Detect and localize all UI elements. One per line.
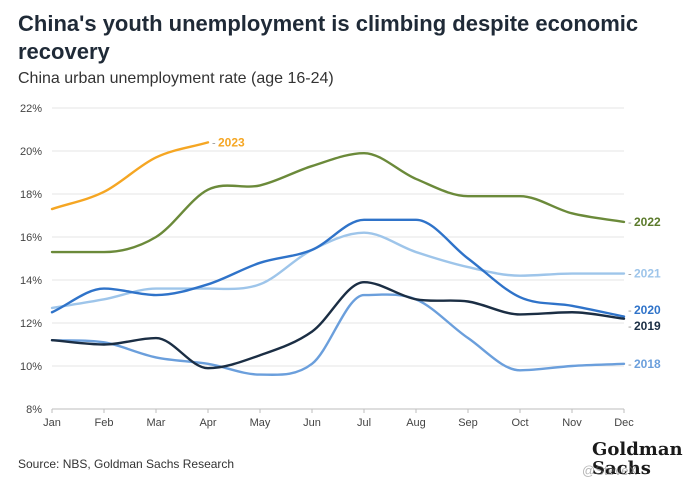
y-tick-label: 22% [20, 103, 42, 115]
x-tick-label: Jan [43, 417, 61, 429]
chart-subtitle: China urban unemployment rate (age 16-24… [18, 70, 334, 87]
series-label-2018: 2018 [634, 357, 661, 371]
x-tick-label: Apr [199, 417, 216, 429]
series-line-2020 [50, 218, 626, 318]
y-tick-label: 18% [20, 189, 42, 201]
x-tick-label: Nov [562, 417, 582, 429]
x-tick-label: Jun [303, 417, 321, 429]
x-tick-label: Feb [95, 417, 114, 429]
y-tick-label: 10% [20, 361, 42, 373]
series-label-dash: - [628, 269, 632, 281]
series-label-2022: 2022 [634, 215, 661, 229]
series-label-dash: - [212, 137, 216, 149]
logo-line-1: Goldman [592, 439, 683, 460]
watermark: @SteveX [582, 463, 638, 478]
x-tick-label: May [250, 417, 271, 429]
x-tick-label: Dec [614, 417, 634, 429]
series-line-2018 [50, 293, 626, 376]
series-line-2019 [50, 280, 626, 370]
logo-line-2: Sachs [592, 458, 651, 479]
series-label-dash: - [628, 305, 632, 317]
goldman-sachs-logo: Goldman Sachs [592, 440, 683, 478]
series-line-2021 [50, 231, 626, 310]
series-label-2021: 2021 [634, 267, 661, 281]
x-tick-label: Sep [458, 417, 478, 429]
y-tick-label: 14% [20, 275, 42, 287]
x-tick-label: Mar [147, 417, 166, 429]
series-label-dash: - [628, 359, 632, 371]
series-label-2019: 2019 [634, 319, 661, 333]
x-tick-label: Jul [357, 417, 371, 429]
x-tick-label: Aug [406, 417, 426, 429]
y-tick-label: 12% [20, 318, 42, 330]
series-label-2023: 2023 [218, 135, 245, 149]
series-label-2020: 2020 [634, 303, 661, 317]
y-tick-label: 16% [20, 232, 42, 244]
series-label-dash: - [628, 217, 632, 229]
series-label-dash: - [628, 321, 632, 333]
x-tick-label: Oct [511, 417, 528, 429]
series-line-2023 [50, 141, 210, 211]
chart-title: China's youth unemployment is climbing d… [18, 11, 639, 64]
y-tick-label: 8% [26, 404, 42, 416]
series-line-2022 [50, 151, 626, 254]
source-note: Source: NBS, Goldman Sachs Research [18, 457, 235, 471]
y-tick-label: 20% [20, 146, 42, 158]
